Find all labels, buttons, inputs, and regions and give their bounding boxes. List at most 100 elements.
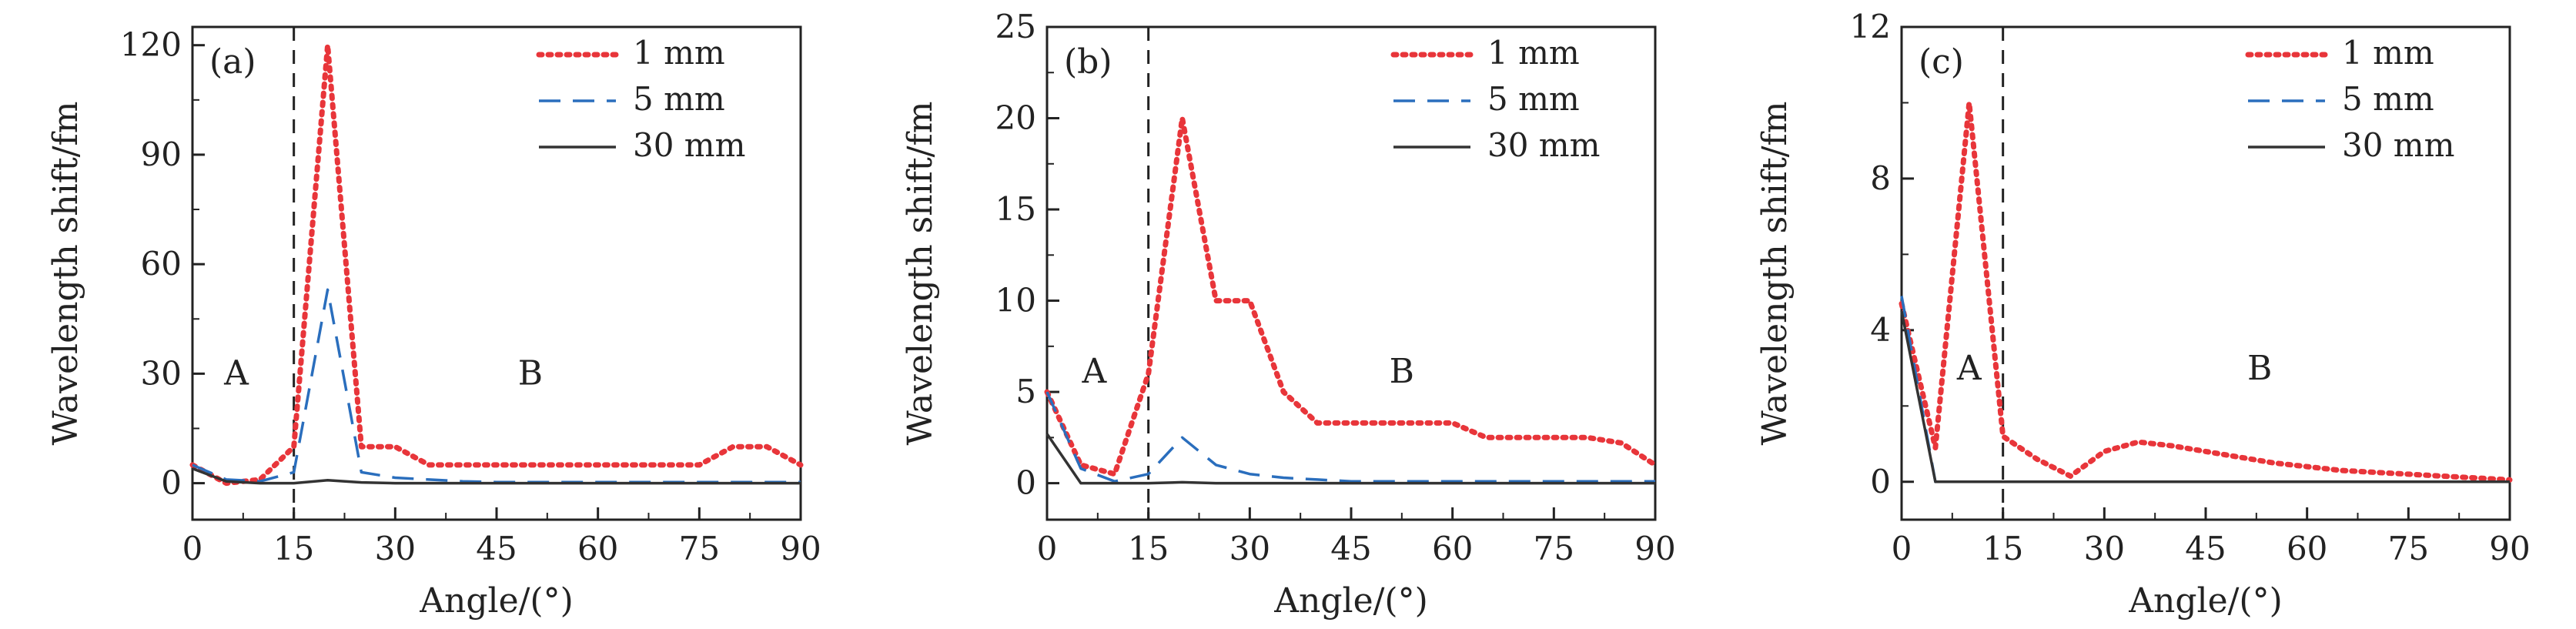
chart-panel-1: 0 15 30 45 60 75 90 0 30 60 90 120 Angle/(°) Waveleng…	[46, 25, 821, 621]
data-point	[665, 464, 666, 465]
x-tick-label: 60	[2287, 530, 2327, 567]
data-point	[1148, 473, 1149, 474]
data-point	[2104, 451, 2105, 452]
data-point	[293, 472, 294, 473]
y-tick-label: 60	[141, 245, 182, 283]
data-point	[1080, 468, 1081, 469]
x-axis-title: Angle/(°)	[1273, 581, 1428, 621]
x-tick-label: 90	[2489, 530, 2530, 567]
y-tick-label: 0	[161, 464, 182, 502]
data-point	[1182, 437, 1183, 438]
data-point	[2408, 473, 2409, 474]
data-point	[1182, 118, 1183, 119]
series-1	[1044, 115, 1658, 477]
data-point	[1283, 391, 1284, 392]
data-point	[1520, 481, 1521, 482]
series-3	[192, 467, 801, 485]
y-tick-label: 15	[995, 190, 1036, 228]
data-point	[1114, 481, 1115, 482]
data-point	[2442, 481, 2443, 482]
data-point	[1418, 481, 1419, 482]
data-point	[2205, 451, 2206, 452]
data-point	[429, 464, 430, 465]
y-axis-title: Wavelength shift/fm	[46, 102, 85, 446]
legend-label: 5 mm	[633, 80, 725, 118]
data-point	[1520, 437, 1521, 438]
data-point	[2070, 481, 2071, 482]
data-point	[1452, 481, 1453, 482]
data-point	[2374, 472, 2375, 473]
legend-label: 1 mm	[633, 34, 725, 72]
data-point	[2340, 481, 2341, 482]
y-tick-label: 4	[1870, 311, 1891, 349]
region-label: B	[2247, 349, 2272, 388]
data-point	[1283, 477, 1284, 478]
y-tick-label: 20	[995, 99, 1036, 137]
data-point	[1486, 481, 1487, 482]
legend-label: 5 mm	[2342, 80, 2434, 118]
data-point	[395, 477, 396, 478]
region-label: A	[1956, 349, 1982, 388]
data-point	[1317, 479, 1318, 480]
data-point	[2036, 459, 2037, 460]
series-3	[1900, 310, 2510, 483]
data-point	[1587, 437, 1588, 438]
x-tick-label: 45	[2185, 530, 2226, 567]
data-point	[1654, 464, 1655, 465]
y-axis-title: Wavelength shift/fm	[1755, 102, 1795, 446]
series-line	[1044, 115, 1658, 477]
data-point	[259, 481, 260, 482]
x-tick-label: 45	[1330, 530, 1371, 567]
data-point	[361, 482, 362, 483]
x-tick-label: 30	[2084, 530, 2125, 567]
panel-label: (c)	[1919, 42, 1964, 82]
x-tick-label: 0	[1037, 530, 1058, 567]
series-line	[1045, 433, 1655, 485]
series-3	[1045, 433, 1655, 485]
data-point	[2104, 481, 2105, 482]
legend-label: 30 mm	[2342, 126, 2454, 164]
data-point	[2374, 481, 2375, 482]
y-tick-label: 0	[1870, 463, 1891, 500]
data-point	[800, 464, 801, 465]
legend: 1 mm 5 mm 30 mm	[536, 34, 745, 164]
y-tick-label: 30	[141, 354, 182, 392]
legend-label: 30 mm	[1487, 126, 1600, 164]
x-tick-label: 15	[273, 530, 314, 567]
y-axis-title: Wavelength shift/fm	[901, 102, 940, 446]
x-axis-title: Angle/(°)	[2128, 581, 2283, 621]
data-point	[361, 472, 362, 473]
data-point	[2239, 481, 2240, 482]
series-line	[1900, 310, 2510, 483]
x-tick-label: 45	[476, 530, 517, 567]
series-1	[1899, 100, 2513, 483]
series-2	[192, 288, 801, 483]
series-line	[192, 467, 801, 485]
x-tick-label: 90	[780, 530, 821, 567]
data-point	[1486, 437, 1487, 438]
data-point	[2442, 476, 2443, 477]
x-tick-label: 60	[577, 530, 618, 567]
data-point	[2036, 481, 2037, 482]
series-line	[189, 42, 804, 487]
data-point	[2476, 477, 2477, 478]
data-point	[1148, 373, 1149, 374]
series-2	[1045, 391, 1655, 483]
data-point	[597, 464, 598, 465]
data-point	[2002, 436, 2003, 437]
data-point	[699, 464, 700, 465]
data-point	[429, 479, 430, 480]
data-point	[2002, 481, 2003, 482]
series-line	[192, 288, 801, 483]
region-label: B	[1390, 352, 1414, 391]
data-point	[259, 479, 260, 480]
data-point	[2509, 481, 2510, 482]
data-point	[2172, 445, 2173, 446]
region-label: A	[223, 354, 249, 393]
x-tick-label: 75	[1534, 530, 1574, 567]
data-point	[2205, 481, 2206, 482]
legend: 1 mm 5 mm 30 mm	[1390, 34, 1600, 164]
chart-panel-3: 0 15 30 45 60 75 90 0 4 8 12 Angle/(°) Wavelength sh…	[1755, 8, 2531, 621]
x-tick-label: 90	[1634, 530, 1675, 567]
